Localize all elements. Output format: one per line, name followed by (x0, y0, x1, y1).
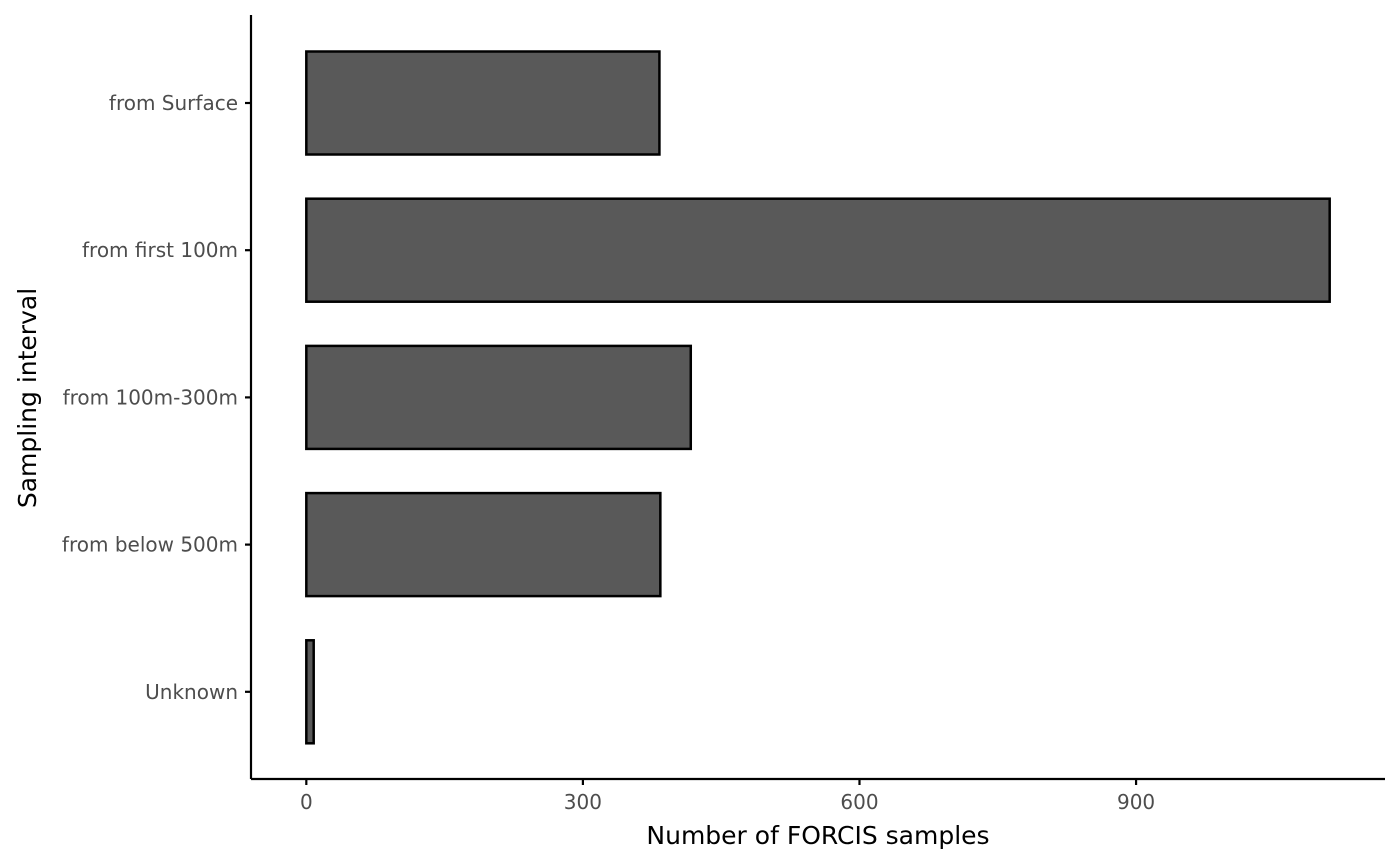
y-tick-label: from below 500m (62, 533, 238, 557)
x-tick-label: 600 (840, 790, 878, 814)
bar (305, 50, 661, 156)
y-tick-label: from first 100m (82, 238, 238, 262)
x-tick-label: 0 (300, 790, 313, 814)
bars-layer (305, 50, 1331, 745)
y-tick-label: from Surface (109, 91, 238, 115)
bar (305, 491, 662, 598)
axes-layer: from Surface from first 100m from 100m-300… (62, 15, 1385, 814)
bar (305, 639, 315, 745)
y-axis-title: Sampling interval (13, 288, 42, 508)
bar (305, 344, 693, 451)
y-tick-label: from 100m-300m (63, 385, 238, 409)
x-axis-title: Number of FORCIS samples (646, 821, 989, 850)
x-tick-label: 300 (564, 790, 602, 814)
bar (305, 197, 1331, 303)
y-tick-label: Unknown (145, 680, 238, 704)
x-tick-label: 900 (1117, 790, 1155, 814)
